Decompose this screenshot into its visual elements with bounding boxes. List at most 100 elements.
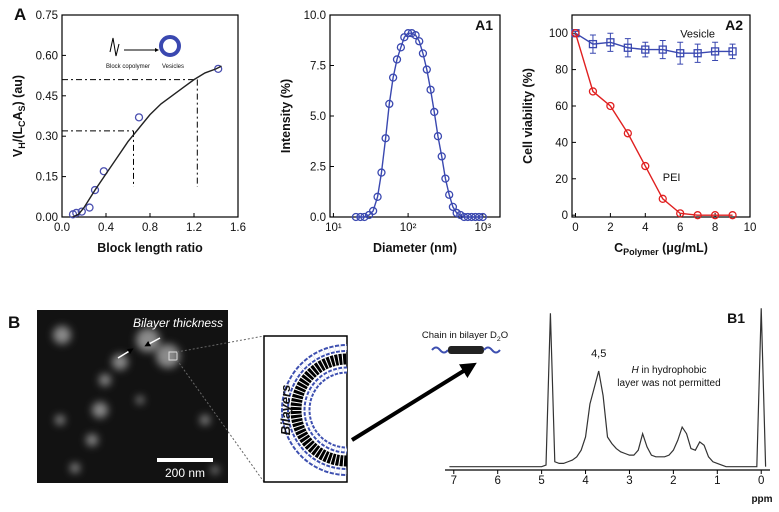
y-axis-title-part: S [17, 105, 27, 111]
data-point [693, 49, 702, 58]
series-line [575, 32, 733, 54]
chain-label-part: 2 [497, 336, 501, 343]
note: H in hydrophobic [631, 365, 706, 376]
x-axis-title: Block length ratio [97, 241, 203, 255]
y-tick-label: 0.0 [310, 212, 326, 224]
series-line [449, 308, 767, 468]
y-tick-label: 0.30 [36, 131, 58, 143]
y-axis-title: Cell viability (%) [521, 68, 535, 164]
chart-title: B1 [727, 310, 745, 326]
error-bar [659, 39, 666, 60]
y-tick-label: 0.15 [36, 172, 58, 184]
x-tick-label: 1 [714, 475, 720, 487]
y-tick-label: 7.5 [310, 61, 326, 73]
x-tick-label: 10³ [474, 222, 491, 234]
data-point [676, 49, 685, 58]
error-bar [729, 43, 736, 60]
data-point [422, 65, 431, 74]
data-point [85, 203, 94, 212]
x-tick-label: 4 [642, 222, 649, 234]
error-bar [607, 32, 614, 52]
panel-label: B [8, 313, 20, 332]
data-point [448, 202, 458, 212]
data-point [588, 39, 598, 49]
data-point [571, 29, 580, 38]
x-axis-title: ppm [751, 494, 772, 505]
x-axis-title-part: (μg/mL) [659, 241, 708, 255]
series-label: Vesicle [680, 29, 715, 41]
note-part: H [631, 365, 639, 376]
x-tick-label: 4 [582, 475, 589, 487]
data-point [623, 43, 632, 52]
data-point [430, 107, 439, 117]
x-axis-title: Diameter (nm) [373, 241, 457, 255]
data-point [351, 212, 361, 222]
data-point [441, 174, 450, 183]
y-tick-label: 80 [555, 65, 568, 77]
inset-icon [109, 37, 120, 57]
y-axis-title: VH/(LCAS) (au) [11, 75, 27, 157]
y-tick-label: 0 [562, 210, 568, 222]
y-axis-title-part: /(L [11, 127, 25, 143]
plot-frame [571, 14, 751, 218]
y-axis-title-part: V [11, 148, 25, 157]
data-point [377, 168, 386, 177]
data-point [90, 185, 100, 195]
data-point [368, 206, 378, 216]
chart-title: A2 [725, 17, 743, 33]
y-axis-title-part: Cell viability (%) [521, 68, 535, 164]
x-tick-label: 10² [400, 222, 417, 234]
series-line [72, 65, 222, 218]
error-bar [694, 43, 701, 63]
note-part: in hydrophobic [639, 365, 707, 376]
data-point [606, 101, 615, 111]
chain-label-part: Chain in bilayer D [422, 330, 497, 341]
x-tick-label: 5 [538, 475, 544, 487]
y-axis-title-part: Intensity (%) [279, 79, 293, 153]
plot-frame [329, 14, 501, 218]
y-tick-label: 20 [555, 174, 568, 186]
scale-bar: 200 nm [165, 466, 205, 480]
x-tick-label: 0 [758, 475, 764, 487]
inset-label: Vesicles [162, 64, 184, 70]
chain-icon [431, 346, 501, 354]
image-annotation: Bilayer thickness [133, 316, 223, 330]
x-tick-label: 0 [572, 222, 578, 234]
y-tick-label: 0.45 [36, 91, 58, 103]
data-point [433, 132, 443, 141]
note: layer was not permitted [617, 378, 720, 389]
y-tick-label: 0.75 [36, 10, 58, 22]
x-tick-label: 8 [712, 222, 718, 234]
data-point [385, 99, 394, 109]
data-point [418, 49, 428, 58]
peak-label: 4,5 [591, 348, 606, 360]
zoom-label: Bilayers [278, 385, 293, 436]
data-point [437, 152, 446, 161]
data-point [641, 161, 650, 171]
data-point [415, 37, 424, 46]
x-tick-label: 0.0 [54, 222, 70, 234]
series-line [355, 32, 483, 218]
data-point [392, 55, 402, 64]
data-point [710, 47, 720, 56]
data-point [360, 212, 369, 222]
y-axis-title-part: C [17, 120, 27, 127]
error-bar [642, 41, 649, 58]
data-point [658, 194, 667, 203]
plot-frame [61, 14, 239, 218]
x-tick-label: 6 [677, 222, 683, 234]
y-tick-label: 60 [555, 101, 568, 113]
data-point [588, 87, 598, 96]
y-tick-label: 40 [555, 137, 568, 149]
chain-label: Chain in bilayer D2O [422, 330, 508, 343]
chain-label-part: O [501, 330, 508, 341]
x-tick-label: 10¹ [325, 222, 342, 234]
data-point [403, 29, 413, 38]
x-tick-label: 0.4 [98, 222, 115, 234]
data-point [710, 211, 720, 220]
x-axis-title-part: Polymer [623, 247, 659, 257]
series-label: PEI [663, 172, 681, 184]
data-point [426, 85, 435, 94]
x-tick-label: 7 [451, 475, 457, 487]
